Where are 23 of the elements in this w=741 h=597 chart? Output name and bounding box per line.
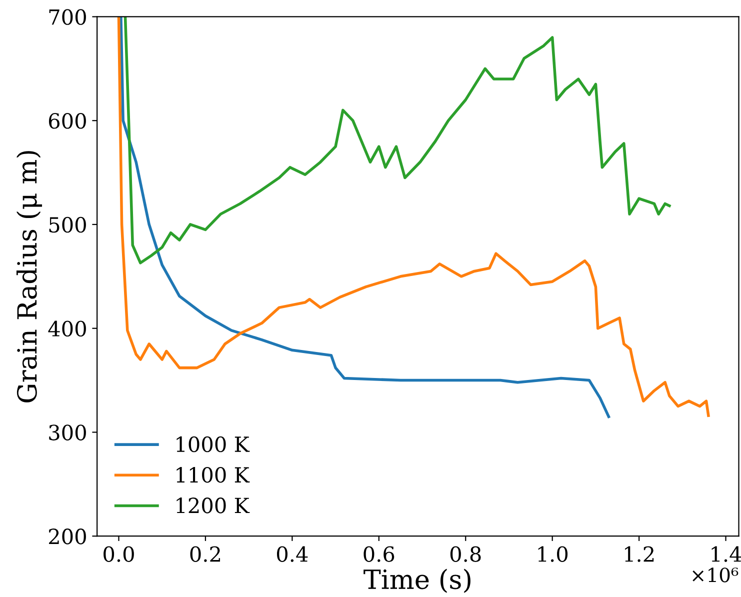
legend-label: 1000 K xyxy=(176,436,250,452)
y-tick-label: 400 xyxy=(48,320,86,337)
legend-label: 1200 K xyxy=(176,498,250,514)
line-series xyxy=(120,16,610,418)
y-tick-label: 700 xyxy=(49,9,86,25)
x-axis-title: Time (s) xyxy=(364,568,470,593)
x-tick-label: 1.4 xyxy=(712,546,741,562)
line-series xyxy=(124,16,671,264)
line-series xyxy=(117,16,710,417)
x-tick-label: 0.4 xyxy=(276,546,308,562)
y-tick-label: 500 xyxy=(49,216,86,233)
text: ×10⁶ xyxy=(692,568,738,582)
x-tick-label: 1.0 xyxy=(538,546,568,562)
y-axis-title: Grain Radius (μ m) xyxy=(16,151,42,402)
y-tick-label: 600 xyxy=(48,113,86,129)
legend-label: 1100 K xyxy=(176,466,250,483)
y-tick-label: 300 xyxy=(49,424,86,440)
x-tick-label: 0.8 xyxy=(450,546,481,562)
y-tick-label: 200 xyxy=(48,528,86,544)
x-tick-label: 0.0 xyxy=(104,546,134,562)
x-tick-label: 0.2 xyxy=(190,546,220,562)
x-tick-label: 0.6 xyxy=(364,546,394,562)
x-tick-label: 1.2 xyxy=(625,546,654,562)
